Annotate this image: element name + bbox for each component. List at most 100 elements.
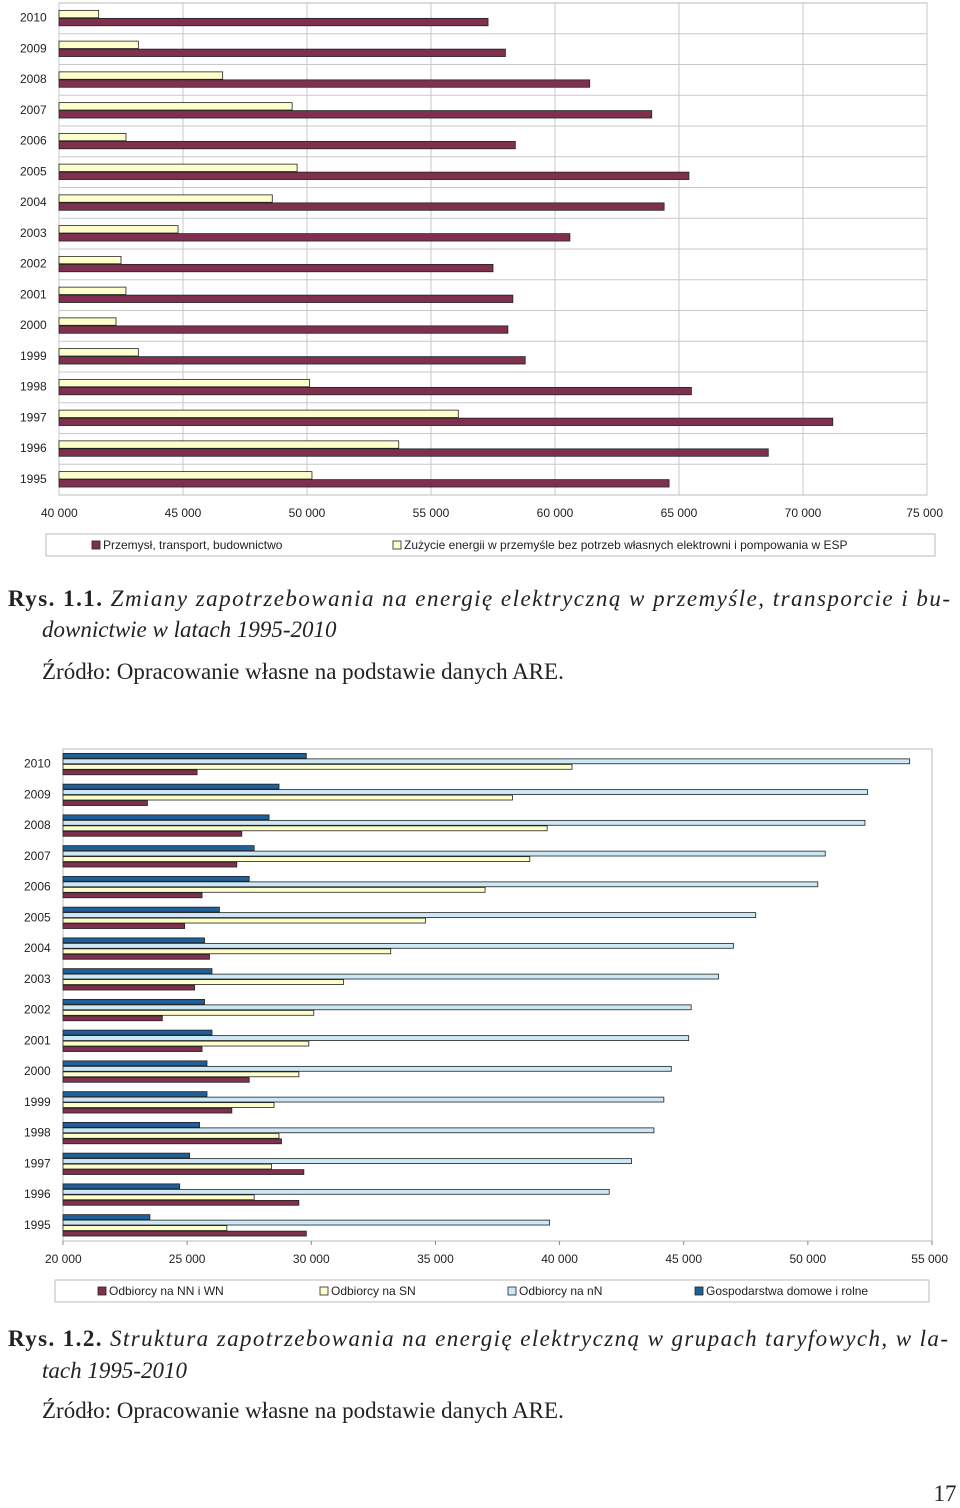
x-tick-label: 40 000	[541, 1252, 578, 1266]
legend-swatch	[694, 1286, 704, 1296]
y-tick-label: 2010	[24, 757, 51, 771]
bar	[62, 948, 392, 955]
source-note: Źródło: Opracowanie własne na podstawie …	[42, 659, 564, 684]
bar	[62, 769, 198, 776]
bar	[62, 917, 426, 924]
bar	[58, 378, 310, 388]
legend-swatch	[97, 1286, 107, 1296]
bar	[62, 1121, 200, 1128]
bar	[58, 79, 591, 88]
bar	[58, 140, 516, 150]
bar	[62, 850, 826, 857]
legend-label: Przemysł, transport, budownictwo	[103, 538, 283, 552]
y-tick-label: 2007	[20, 103, 47, 117]
legend-swatch	[507, 1286, 517, 1296]
bar	[58, 317, 117, 326]
legend-label: Zużycie energii w przemyśle bez potrzeb …	[404, 538, 848, 552]
bar	[62, 1169, 305, 1175]
bar	[58, 263, 494, 273]
x-tick-label: 45 000	[165, 506, 202, 520]
bar	[62, 1138, 282, 1145]
bar	[62, 1102, 275, 1108]
bar	[62, 937, 205, 944]
y-tick-label: 2004	[24, 941, 51, 955]
bar	[58, 9, 100, 19]
bar	[62, 1188, 610, 1195]
bar	[58, 471, 313, 480]
bar	[62, 973, 719, 980]
bar	[58, 132, 127, 142]
bar	[62, 1163, 272, 1170]
bar	[62, 1158, 632, 1164]
y-tick-label: 2009	[24, 787, 51, 801]
y-tick-label: 1998	[24, 1126, 51, 1140]
bar	[62, 1029, 213, 1036]
x-tick-label: 60 000	[537, 506, 574, 520]
bar	[62, 1194, 255, 1201]
bar	[62, 923, 186, 929]
x-tick-label: 25 000	[169, 1252, 206, 1266]
bar	[58, 40, 139, 49]
x-tick-label: 50 000	[790, 1252, 827, 1266]
bar	[62, 953, 210, 960]
bar	[62, 979, 344, 985]
y-tick-label: 2005	[20, 164, 47, 178]
bar	[62, 1127, 655, 1134]
bar	[58, 194, 273, 203]
legend-swatch	[319, 1286, 329, 1296]
bar	[58, 409, 459, 418]
y-tick-label: 2003	[24, 972, 51, 986]
x-tick-label: 20 000	[45, 1252, 82, 1266]
legend-label: Odbiorcy na NN i WN	[109, 1284, 224, 1298]
caption-text: Struktura zapotrzebowania na energię ele…	[110, 1326, 948, 1351]
y-tick-label: 2007	[24, 849, 51, 863]
bar	[62, 968, 213, 974]
bar	[62, 819, 866, 826]
x-tick-label: 40 000	[41, 506, 78, 520]
legend-swatch	[91, 540, 101, 550]
bar	[62, 984, 195, 991]
y-tick-label: 1996	[20, 441, 47, 455]
y-tick-label: 2008	[24, 818, 51, 832]
caption-line: tach 1995-2010	[42, 1358, 188, 1383]
bar	[62, 1152, 191, 1159]
y-tick-label: 2010	[20, 11, 47, 25]
x-tick-label: 70 000	[785, 506, 822, 520]
x-tick-label: 65 000	[661, 506, 698, 520]
x-tick-label: 55 000	[911, 1252, 948, 1266]
bar	[62, 1096, 665, 1103]
caption-line: downictwie w latach 1995-2010	[42, 617, 337, 642]
bar	[58, 286, 127, 295]
bar	[62, 856, 531, 862]
bar	[62, 1230, 307, 1237]
bar	[58, 479, 670, 488]
bar	[62, 1040, 310, 1047]
bar	[62, 1219, 551, 1226]
y-tick-label: 2006	[20, 134, 47, 148]
x-tick-label: 50 000	[289, 506, 326, 520]
caption-label: Rys. 1.2.	[8, 1326, 101, 1351]
caption-spacer	[103, 1326, 109, 1351]
bar	[58, 171, 690, 180]
y-tick-label: 2002	[20, 257, 47, 271]
legend-label: Gospodarstwa domowe i rolne	[706, 1284, 868, 1298]
caption-label: Rys. 1.1.	[8, 586, 102, 611]
bar	[62, 825, 548, 832]
y-tick-label: 1998	[20, 380, 47, 394]
bar	[62, 912, 757, 918]
y-tick-label: 1995	[20, 472, 47, 486]
y-tick-label: 1997	[20, 410, 47, 424]
y-tick-label: 2003	[20, 226, 47, 240]
bar	[58, 233, 571, 242]
bar	[62, 998, 205, 1005]
bar	[62, 789, 868, 795]
bar	[58, 102, 293, 111]
bar	[62, 758, 911, 765]
caption-spacer	[103, 586, 109, 611]
x-tick-label: 45 000	[665, 1252, 702, 1266]
bar	[62, 1107, 233, 1114]
bar	[58, 48, 506, 57]
bar	[62, 783, 280, 790]
legend-box	[45, 533, 936, 557]
bar	[58, 417, 834, 426]
